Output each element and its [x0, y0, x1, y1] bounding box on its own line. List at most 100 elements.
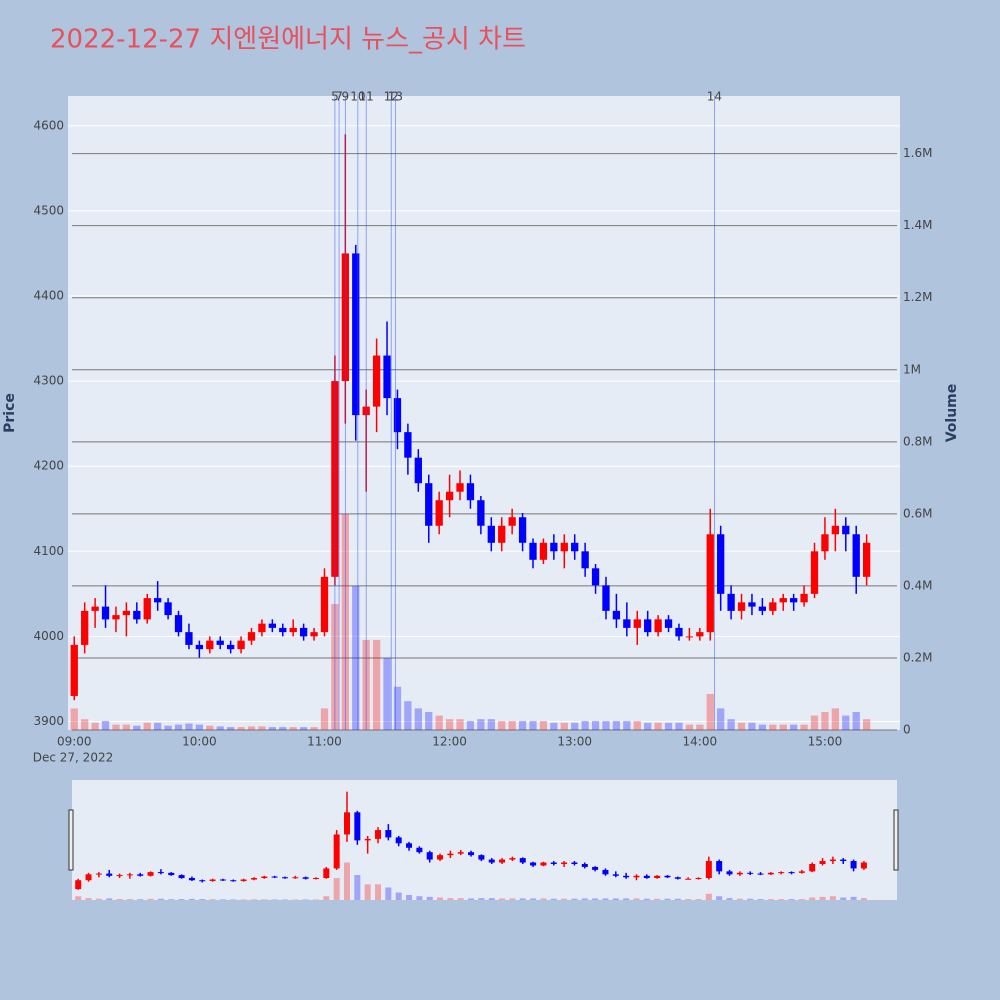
candle-body: [831, 525, 840, 535]
candle-body: [143, 598, 151, 620]
range-handle[interactable]: [68, 809, 74, 871]
mini-volume-bar: [571, 898, 578, 900]
candle-body: [185, 632, 193, 645]
candle-body: [727, 593, 735, 611]
volume-bar: [685, 724, 694, 730]
candle-body: [133, 610, 141, 620]
range-slider[interactable]: [72, 780, 897, 900]
mini-candle-body: [705, 861, 712, 879]
mini-candle-body: [447, 853, 454, 856]
mini-volume-bar: [550, 898, 557, 900]
volume-bar: [414, 708, 422, 730]
candle-body: [81, 610, 89, 645]
mini-candle-body: [137, 874, 144, 876]
mini-candle-body: [116, 875, 123, 877]
annotation-label: 13: [388, 90, 403, 104]
volume-bar: [289, 727, 297, 730]
volume-bar: [842, 715, 850, 730]
mini-candle-body: [592, 866, 599, 870]
candle-body: [612, 610, 621, 620]
mini-volume-bar: [85, 898, 92, 900]
mini-candle-body: [488, 859, 495, 863]
mini-volume-bar: [705, 893, 712, 900]
mini-candle-body: [767, 872, 774, 875]
mini-candle-body: [798, 871, 805, 873]
candle-body: [654, 619, 662, 633]
volume-bar: [664, 722, 673, 730]
mini-candle-body: [230, 880, 237, 882]
mini-candle-body: [168, 872, 175, 876]
candle-body: [644, 619, 652, 633]
mini-volume-bar: [385, 887, 392, 900]
volume-bar: [445, 719, 454, 730]
mini-volume-bar: [612, 898, 619, 900]
mini-volume-bar: [819, 896, 826, 900]
mini-candle-body: [623, 875, 630, 878]
mini-volume-bar: [788, 899, 795, 900]
mini-volume-bar: [209, 899, 216, 900]
x-tick-label: 12:00: [432, 735, 467, 749]
y2-tick-label: 0.8M: [903, 434, 932, 448]
candle-body: [810, 551, 819, 594]
mini-candle-body: [695, 878, 702, 880]
range-handle[interactable]: [893, 809, 899, 871]
volume-bar: [320, 708, 329, 730]
mini-candle-body: [540, 862, 547, 866]
mini-candle-body: [354, 812, 361, 841]
volume-bar: [518, 720, 527, 730]
mini-candle-body: [344, 812, 350, 835]
mini-volume-bar: [426, 896, 433, 900]
candle-body: [550, 542, 558, 552]
candle-body: [508, 517, 516, 526]
mini-volume-bar: [240, 899, 247, 900]
mini-volume-bar: [695, 899, 702, 900]
y-tick-label: 4000: [33, 629, 64, 643]
candle-body: [101, 606, 110, 620]
volume-bar: [706, 693, 714, 730]
mini-candle-body: [664, 875, 671, 878]
volume-bar: [529, 720, 537, 730]
mini-candle-body: [85, 874, 92, 881]
candle-body: [279, 627, 287, 633]
mini-volume-bar: [364, 884, 371, 900]
candle-body: [852, 534, 860, 577]
mini-volume-bar: [736, 898, 743, 900]
y-tick-label: 4200: [33, 459, 64, 473]
volume-bar: [477, 719, 485, 730]
mini-volume-bar: [395, 892, 402, 900]
volume-bar: [550, 722, 558, 730]
mini-volume-bar: [767, 899, 774, 900]
volume-bar: [81, 719, 89, 730]
candle-body: [195, 644, 204, 650]
candle-body: [862, 542, 871, 577]
volume-bar: [758, 724, 767, 730]
mini-volume-bar: [416, 896, 423, 900]
candle-body: [372, 355, 381, 407]
mini-candle-body: [240, 879, 247, 881]
mini-candle-body: [633, 875, 640, 878]
candle-body: [571, 542, 579, 552]
volume-bar: [393, 686, 402, 730]
y-tick-label: 4100: [33, 544, 64, 558]
mini-volume-bar: [798, 899, 805, 900]
candle-body: [696, 632, 704, 637]
volume-bar: [70, 708, 78, 730]
candle-body: [560, 542, 568, 552]
mini-candle-body: [602, 869, 609, 875]
mini-volume-bar: [561, 898, 568, 900]
mini-candle-body: [643, 875, 650, 879]
mini-volume-bar: [499, 898, 506, 900]
volume-bar: [769, 724, 777, 730]
candle-body: [226, 644, 235, 650]
mini-candle-body: [199, 880, 206, 882]
candle-body: [737, 602, 746, 611]
volume-bar: [299, 727, 308, 730]
volume-bar: [498, 720, 506, 730]
volume-bar: [696, 724, 704, 730]
candle-body: [779, 598, 787, 603]
volume-bar: [633, 720, 641, 730]
volume-bar: [852, 711, 860, 730]
candle-body: [289, 627, 297, 633]
mini-volume-bar: [281, 899, 288, 900]
candle-body: [623, 619, 631, 628]
